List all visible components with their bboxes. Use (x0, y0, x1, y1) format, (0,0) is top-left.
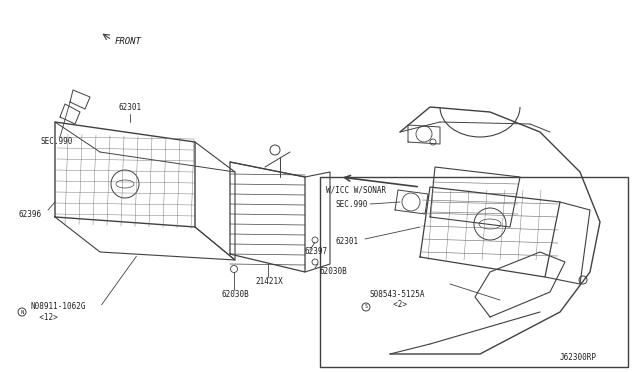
Text: 62396: 62396 (18, 210, 41, 219)
Text: 62301: 62301 (118, 103, 141, 112)
Text: N: N (20, 310, 24, 314)
Text: J62300RP: J62300RP (560, 353, 597, 362)
Text: 62030B: 62030B (222, 290, 250, 299)
Text: 62301: 62301 (336, 237, 359, 246)
Text: FRONT: FRONT (115, 37, 142, 46)
Text: SEC.990: SEC.990 (40, 137, 72, 146)
Text: 21421X: 21421X (255, 277, 283, 286)
Text: 62397: 62397 (305, 247, 328, 256)
Text: SEC.990: SEC.990 (336, 200, 369, 209)
Text: N08911-1062G
  <12>: N08911-1062G <12> (30, 302, 86, 322)
Bar (320, 177, 628, 367)
Text: S: S (365, 305, 367, 310)
Text: 62030B: 62030B (320, 267, 348, 276)
Text: S08543-5125A
     <2>: S08543-5125A <2> (370, 289, 426, 309)
Text: W/ICC W/SONAR: W/ICC W/SONAR (326, 185, 386, 194)
